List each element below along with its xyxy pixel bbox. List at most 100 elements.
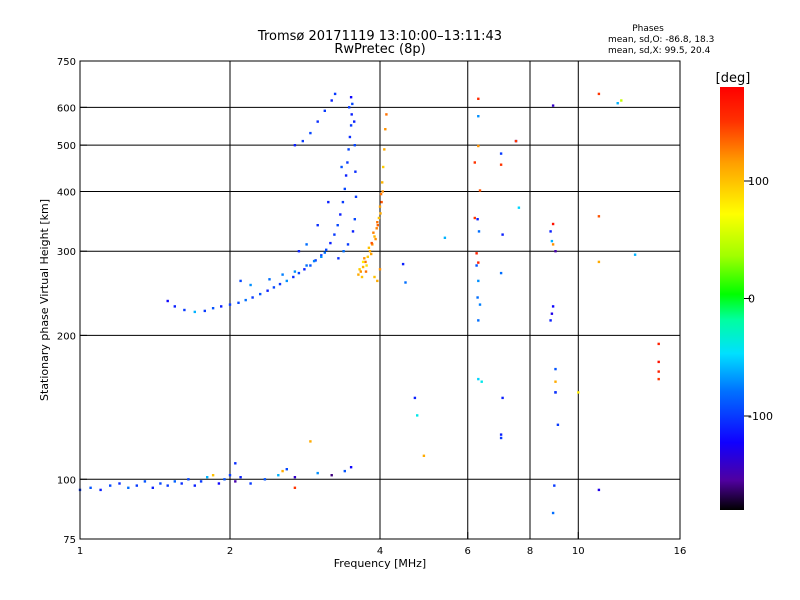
o-mode-point [443,236,447,239]
o-mode-point [251,296,254,299]
o-mode-point [312,259,316,263]
x-tick-label: 16 [674,546,687,557]
o-mode-point [416,414,419,417]
o-mode-point [316,120,319,123]
x-mode-point [370,252,373,256]
o-mode-point [228,303,232,306]
x-mode-point [373,275,376,279]
x-mode-point [376,221,379,224]
x-mode-point [364,270,368,273]
o-mode-point [89,486,92,489]
o-mode-point [343,469,346,473]
o-mode-point [277,474,280,477]
o-mode-point [404,281,407,284]
x-mode-point [374,237,377,241]
o-mode-point [343,187,346,191]
x-mode-point [358,268,361,271]
x-mode-point [380,200,383,204]
colorbar-tick-label: -100 [748,410,773,423]
o-mode-point [341,200,345,204]
x-tick-label: 1 [77,546,83,557]
o-mode-point [350,113,353,116]
x-mode-point [381,181,384,184]
o-mode-point [342,250,345,253]
o-mode-point [239,476,242,479]
o-mode-point [353,218,356,221]
o-mode-point [554,391,557,394]
x-mode-point [473,216,476,220]
o-mode-point [501,396,504,400]
o-mode-point [349,466,353,469]
x-mode-point [577,391,580,394]
x-tick-label: 2 [227,546,233,557]
x-mode-point [365,264,368,267]
o-mode-point [199,480,203,483]
x-mode-point [657,342,660,346]
o-mode-point [297,271,301,275]
y-tick-label: 200 [57,331,76,342]
o-mode-point [330,474,333,477]
y-tick-label: 300 [57,247,76,258]
y-tick-label: 100 [57,475,76,486]
x-mode-point [597,92,601,96]
colorbar [720,87,744,510]
x-axis-label: Frequency [MHz] [334,557,426,570]
o-mode-point [354,170,357,173]
o-mode-point [292,275,295,279]
y-tick-label: 750 [57,57,76,68]
x-mode-point [554,380,557,383]
o-mode-point [329,241,332,245]
o-mode-point [166,484,169,487]
x-mode-point [211,474,215,477]
x-mode-point [376,224,379,227]
o-mode-point [259,292,262,296]
o-mode-point [187,478,190,481]
o-mode-point [499,152,503,155]
x-mode-point [364,260,367,264]
axes-ticks: 1 2 4 6 8 10 16 75 100 200 300 400 500 600 750 [57,57,686,557]
o-mode-point [320,254,323,257]
x-mode-point [359,270,362,273]
o-mode-point [206,476,209,479]
o-mode-point [173,305,176,308]
o-mode-point [183,308,186,312]
o-mode-point [323,109,326,112]
o-mode-point [211,307,215,310]
o-mode-point [268,278,271,281]
x-mode-point [499,163,503,166]
o-mode-point [135,484,138,487]
o-mode-point [234,462,237,465]
o-mode-point [159,482,162,485]
phases-heading: Phases [632,24,664,34]
o-mode-point [551,305,555,308]
x-mode-point [375,227,378,230]
o-mode-point [499,271,503,275]
o-mode-point [477,230,481,233]
o-mode-point [278,282,282,286]
x-mode-point [378,268,382,271]
x-mode-point [620,99,623,102]
o-mode-point [228,474,232,477]
x-mode-point [366,255,369,258]
o-mode-point [477,377,480,381]
o-mode-point [180,482,183,485]
o-mode-point [339,213,342,216]
o-mode-point [340,165,343,169]
o-mode-point [151,486,154,489]
x-mode-point [657,360,660,364]
o-mode-point [320,255,323,258]
o-mode-point [193,310,196,314]
o-mode-point [477,115,480,118]
x-tick-label: 6 [465,546,471,557]
x-mode-point [372,231,375,234]
o-mode-point [347,148,350,151]
o-mode-point [499,433,503,436]
o-mode-point [223,478,226,481]
colorbar-tick-label: 100 [748,175,769,188]
o-mode-point [234,480,237,483]
o-mode-point [143,480,147,483]
o-mode-point [285,468,288,471]
o-mode-point [413,396,417,400]
o-mode-point [281,273,284,276]
o-mode-point [353,144,356,147]
